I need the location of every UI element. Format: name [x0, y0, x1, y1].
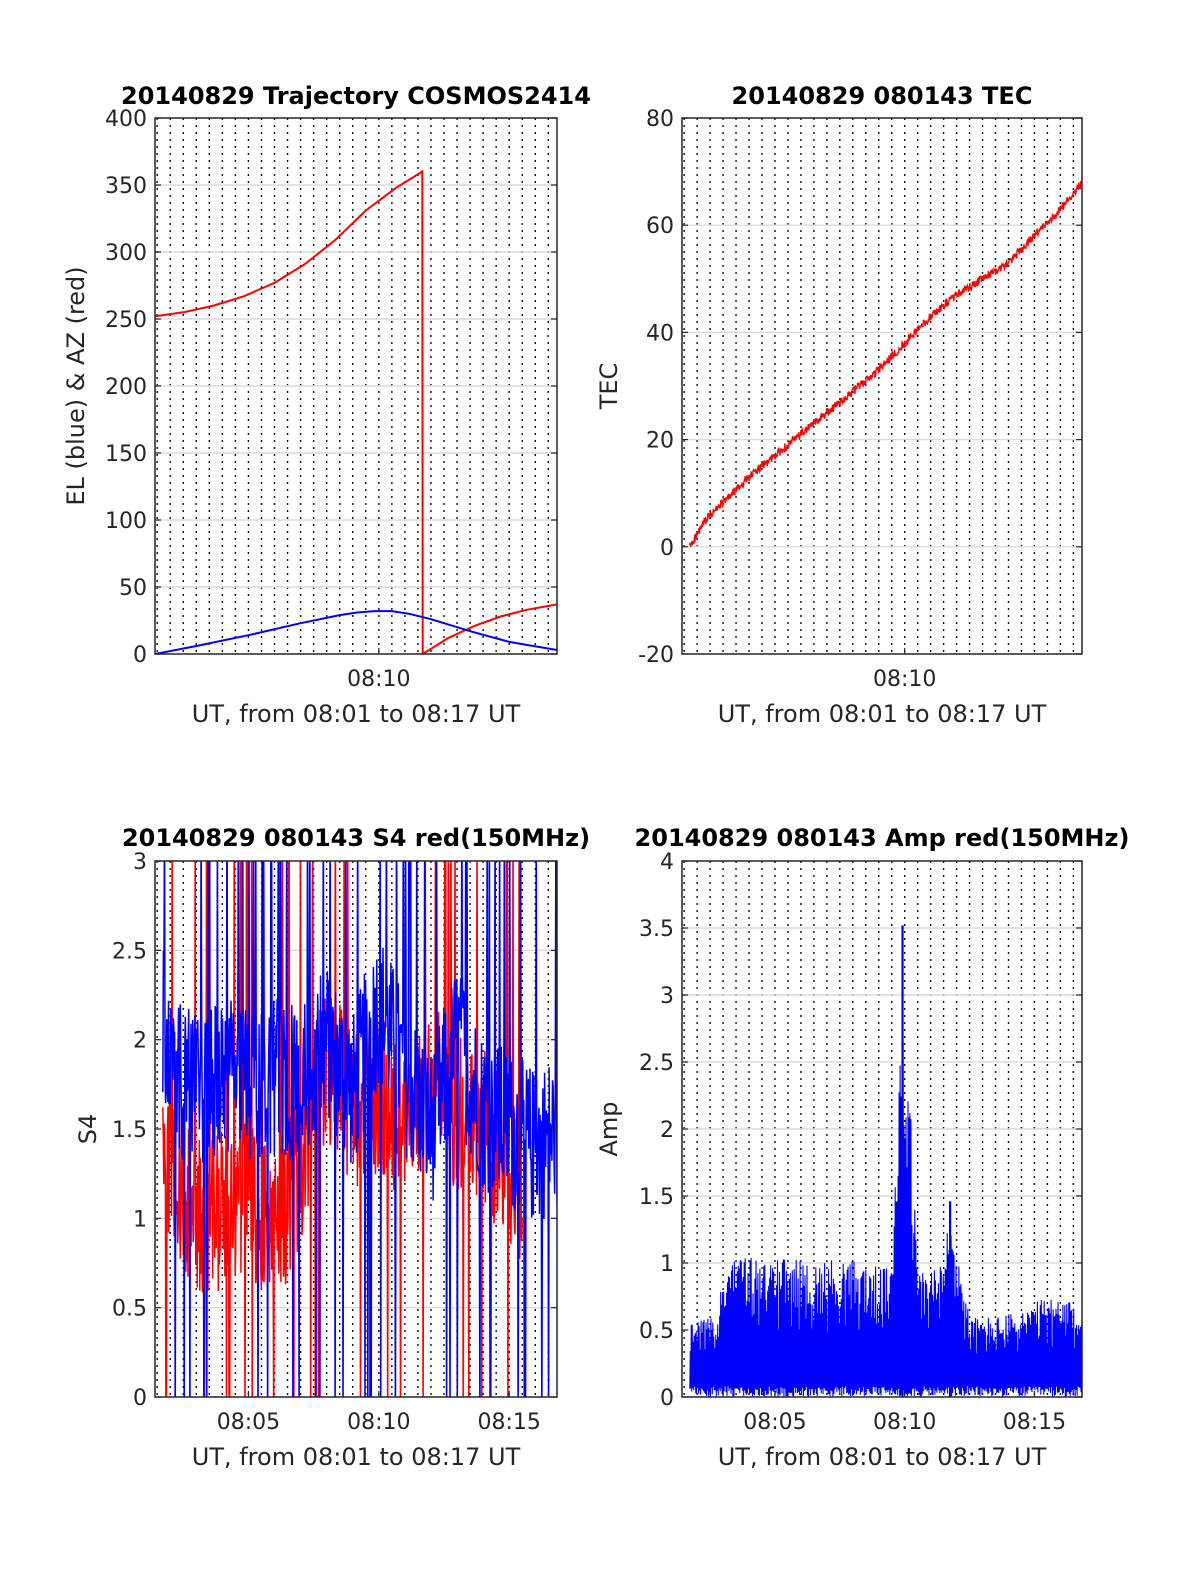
x-tick-label: 08:10: [347, 667, 410, 692]
x-tick-label: 08:10: [347, 1410, 410, 1435]
y-tick-label: 4: [660, 850, 674, 875]
y-tick-label: 100: [105, 509, 147, 534]
x-tick-label: 08:10: [873, 667, 936, 692]
series-amp: [689, 925, 1082, 1397]
y-tick-label: 1.5: [639, 1185, 674, 1210]
y-tick-label: 2.5: [639, 1051, 674, 1076]
y-tick-label: 250: [105, 308, 147, 333]
x-tick-label: 08:10: [873, 1410, 936, 1435]
x-axis-label-amp: UT, from 08:01 to 08:17 UT: [718, 1443, 1047, 1471]
x-axis-label-trajectory: UT, from 08:01 to 08:17 UT: [192, 700, 521, 728]
y-tick-label: 200: [105, 375, 147, 400]
ticks-s4: 0 0.5 1 1.5 2 2.5 3 08:05 08:10 08:15: [112, 850, 557, 1435]
y-tick-label: 1.5: [112, 1118, 147, 1143]
series-line: [162, 861, 557, 1397]
y-tick-label: 0: [660, 536, 674, 561]
y-tick-label: 20: [646, 429, 674, 454]
panel-s4: 0 0.5 1 1.5 2 2.5 3 08:05 08:10 08:15 20140829 08…: [74, 824, 590, 1471]
ticks-amp: 0 0.5 1 1.5 2 2.5 3 3.5 4 08:05 08:10 08:15: [639, 850, 1082, 1435]
chart-title-trajectory: 20140829 Trajectory COSMOS2414: [121, 82, 591, 110]
chart-title-s4: 20140829 080143 S4 red(150MHz): [122, 824, 590, 852]
y-axis-label-s4: S4: [74, 1114, 102, 1145]
panel-tec: -20 0 20 40 60 80 08:10 20140829 080143 TEC UT…: [595, 82, 1083, 728]
series-clip: [689, 925, 1082, 1397]
grid-trajectory: [155, 118, 557, 654]
y-tick-label: 3: [133, 850, 147, 875]
y-tick-label: 0: [133, 1386, 147, 1411]
y-tick-label: 1: [660, 1252, 674, 1277]
x-axis-label-s4: UT, from 08:01 to 08:17 UT: [192, 1443, 521, 1471]
series-trajectory: [155, 169, 557, 654]
y-tick-label: 0.5: [639, 1319, 674, 1344]
y-tick-label: 150: [105, 442, 147, 467]
y-tick-label: 40: [646, 321, 674, 346]
series-tec: [689, 180, 1082, 548]
y-tick-label: 400: [105, 107, 147, 132]
series-line: [155, 610, 557, 654]
ticks-trajectory: 0 50 100 150 200 250 300 350 400 08:10: [105, 107, 557, 692]
series-clip: [689, 180, 1082, 548]
ticks-tec: -20 0 20 40 60 80 08:10: [638, 107, 1082, 692]
grid-amp: [682, 861, 1082, 1397]
y-tick-label: 80: [646, 107, 674, 132]
y-tick-label: 3: [660, 984, 674, 1009]
y-tick-label: 0: [660, 1386, 674, 1411]
y-tick-label: 3.5: [639, 917, 674, 942]
chart-title-amp: 20140829 080143 Amp red(150MHz): [635, 824, 1130, 852]
y-axis-label-tec: TEC: [595, 363, 623, 411]
x-tick-label: 08:05: [217, 1410, 280, 1435]
x-tick-label: 08:15: [1003, 1410, 1066, 1435]
y-tick-label: 2: [133, 1029, 147, 1054]
y-tick-label: 2: [660, 1118, 674, 1143]
series-line: [689, 180, 1082, 548]
series-s4: [162, 861, 557, 1397]
y-tick-label: 50: [119, 576, 147, 601]
y-tick-label: 0.5: [112, 1297, 147, 1322]
y-tick-label: 300: [105, 241, 147, 266]
x-tick-label: 08:15: [477, 1410, 540, 1435]
axes-box-tec: [681, 117, 1083, 655]
series-clip: [155, 169, 557, 654]
y-axis-label-amp: Amp: [595, 1101, 623, 1156]
chart-title-tec: 20140829 080143 TEC: [732, 82, 1033, 110]
y-tick-label: -20: [638, 643, 674, 668]
y-tick-label: 350: [105, 174, 147, 199]
y-axis-label-trajectory: EL (blue) & AZ (red): [62, 266, 90, 505]
series-line: [689, 1041, 1082, 1397]
x-tick-label: 08:05: [743, 1410, 806, 1435]
series-line: [422, 603, 557, 654]
series-line: [155, 169, 424, 654]
y-tick-label: 1: [133, 1207, 147, 1232]
x-axis-label-tec: UT, from 08:01 to 08:17 UT: [718, 700, 1047, 728]
panel-trajectory: 0 50 100 150 200 250 300 350 400 08:10 20140829 T…: [62, 82, 591, 728]
grid-tec: [682, 118, 1082, 654]
y-tick-label: 0: [133, 643, 147, 668]
series-clip: [162, 861, 557, 1397]
y-tick-label: 2.5: [112, 939, 147, 964]
y-tick-label: 60: [646, 214, 674, 239]
panel-amp: 0 0.5 1 1.5 2 2.5 3 3.5 4 08:05 08:10 08:15 2014082…: [595, 824, 1129, 1471]
